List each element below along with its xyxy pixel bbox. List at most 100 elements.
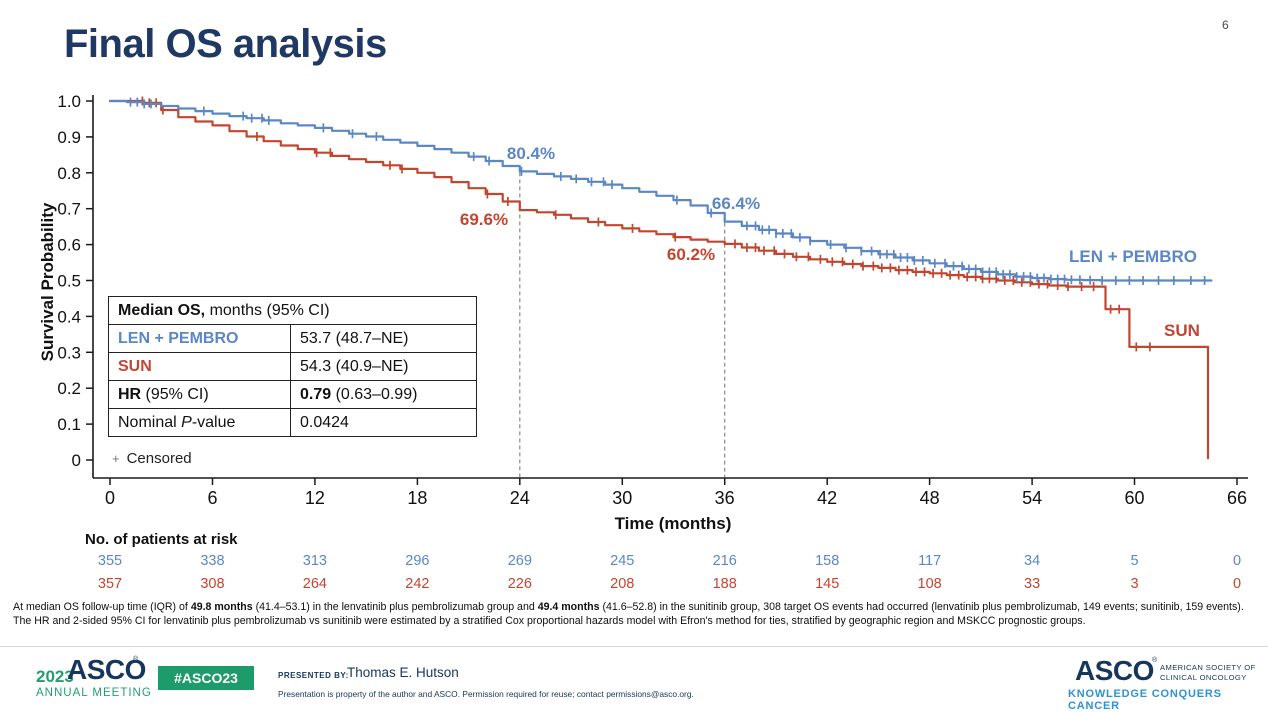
hr-value-bold: 0.79 — [300, 385, 332, 403]
meeting-logo-reg-mark: ® — [133, 656, 139, 663]
svg-text:60: 60 — [1124, 488, 1144, 508]
at-risk-value: 245 — [610, 553, 635, 569]
at-risk-value: 338 — [200, 553, 225, 569]
at-risk-value: 0 — [1232, 553, 1242, 569]
meeting-logo-year: 2023 — [36, 667, 74, 686]
footnote-part2: (41.4–53.1) in the lenvatinib plus pembr… — [252, 601, 538, 613]
svg-text:0.3: 0.3 — [57, 343, 81, 362]
svg-text:24: 24 — [510, 488, 530, 508]
x-axis-title: Time (months) — [614, 514, 732, 533]
sun-label: SUN — [108, 352, 291, 381]
svg-text:0: 0 — [72, 451, 81, 470]
at-risk-value: 242 — [405, 576, 430, 592]
asco-logo-sub1: AMERICAN SOCIETY OF — [1160, 663, 1256, 672]
censor-plus-icon: + — [112, 451, 120, 466]
at-risk-value: 5 — [1130, 553, 1139, 569]
at-risk-value: 3 — [1130, 576, 1139, 592]
table-row-hr: HR (95% CI) 0.79 (0.63–0.99) — [108, 380, 477, 409]
curve-annotation: SUN — [1164, 321, 1200, 340]
table-row-len-pembro: LEN + PEMBRO 53.7 (48.7–NE) — [108, 324, 477, 353]
at-risk-value: 216 — [712, 553, 737, 569]
censored-legend: + Censored — [112, 450, 192, 467]
svg-text:0.4: 0.4 — [57, 307, 81, 326]
at-risk-value: 226 — [507, 576, 532, 592]
hr-label-rest: (95% CI) — [141, 385, 209, 403]
at-risk-value: 308 — [200, 576, 225, 592]
at-risk-value: 208 — [610, 576, 635, 592]
at-risk-value: 108 — [917, 576, 942, 592]
pvalue-label-pre: Nominal — [118, 413, 182, 431]
svg-text:12: 12 — [305, 488, 325, 508]
svg-text:54: 54 — [1022, 488, 1042, 508]
footnote: At median OS follow-up time (IQR) of 49.… — [13, 601, 1259, 628]
footnote-bold1: 49.8 months — [190, 601, 253, 613]
at-risk-value: 357 — [97, 576, 123, 592]
at-risk-value: 296 — [405, 553, 430, 569]
svg-text:0.2: 0.2 — [57, 379, 81, 398]
table-header-row: Median OS, months (95% CI) — [108, 296, 477, 325]
svg-text:36: 36 — [715, 488, 735, 508]
svg-text:30: 30 — [612, 488, 632, 508]
censored-legend-label: Censored — [126, 450, 192, 467]
at-risk-value: 0 — [1232, 576, 1242, 592]
at-risk-value: 33 — [1024, 576, 1041, 592]
svg-text:66: 66 — [1227, 488, 1247, 508]
asco-logo-sub2: CLINICAL ONCOLOGY — [1160, 673, 1247, 682]
footnote-bold2: 49.4 months — [537, 601, 600, 613]
curve-annotation: 69.6% — [459, 210, 509, 229]
pvalue-label-p: P — [181, 413, 192, 431]
at-risk-value: 313 — [302, 553, 327, 569]
svg-text:0.7: 0.7 — [57, 200, 81, 219]
svg-text:1.0: 1.0 — [57, 92, 81, 111]
meeting-logo-asco: ASCO — [67, 654, 146, 685]
sun-median: 54.3 (40.9–NE) — [290, 352, 477, 381]
meeting-logo-subtitle: ANNUAL MEETING — [36, 687, 152, 699]
presenter-name: Thomas E. Hutson — [347, 665, 459, 680]
svg-text:0: 0 — [105, 488, 115, 508]
at-risk-value: 117 — [918, 553, 942, 569]
curve-annotation: 66.4% — [711, 194, 761, 213]
svg-text:0.5: 0.5 — [57, 272, 81, 291]
table-row-sun: SUN 54.3 (40.9–NE) — [108, 352, 477, 381]
at-risk-value: 145 — [815, 576, 840, 592]
asco-logo: ASCO — [1075, 655, 1154, 686]
svg-text:18: 18 — [407, 488, 427, 508]
footnote-part3: (41.6–52.8) in the sunitinib group, 308 … — [13, 601, 1244, 627]
hr-label-bold: HR — [118, 385, 142, 403]
table-header-bold: Median OS, — [118, 301, 206, 319]
len-pembro-label: LEN + PEMBRO — [108, 324, 291, 353]
asco-logo-reg-mark: ® — [1152, 657, 1158, 664]
median-os-table: Median OS, months (95% CI) LEN + PEMBRO … — [108, 296, 477, 437]
svg-text:0.8: 0.8 — [57, 164, 81, 183]
at-risk-value: 34 — [1024, 553, 1041, 569]
footnote-part1: At median OS follow-up time (IQR) of — [13, 601, 191, 613]
len-pembro-median: 53.7 (48.7–NE) — [290, 324, 477, 353]
pvalue-label-post: -value — [191, 413, 236, 431]
table-row-pvalue: Nominal P-value 0.0424 — [108, 408, 477, 437]
svg-text:6: 6 — [207, 488, 217, 508]
at-risk-value: 355 — [97, 553, 123, 569]
asco-logo-tagline: KNOWLEDGE CONQUERS CANCER — [1068, 688, 1222, 712]
svg-text:42: 42 — [817, 488, 837, 508]
page-number: 6 — [1222, 18, 1229, 32]
hr-value-rest: (0.63–0.99) — [331, 385, 418, 403]
curve-annotation: LEN + PEMBRO — [1069, 247, 1197, 266]
svg-text:0.1: 0.1 — [57, 415, 81, 434]
at-risk-value: 158 — [815, 553, 840, 569]
footer-divider — [0, 646, 1268, 647]
disclaimer-text: Presentation is property of the author a… — [278, 689, 694, 699]
presented-by-label: PRESENTED BY: — [278, 671, 349, 680]
table-header-rest: months (95% CI) — [205, 301, 330, 319]
at-risk-value: 264 — [302, 576, 327, 592]
at-risk-label: No. of patients at risk — [85, 531, 238, 548]
pvalue-value: 0.0424 — [290, 408, 477, 437]
at-risk-value: 269 — [507, 553, 532, 569]
page-title: Final OS analysis — [64, 22, 387, 66]
at-risk-value: 188 — [712, 576, 737, 592]
curve-annotation: 80.4% — [506, 144, 556, 163]
svg-text:0.9: 0.9 — [57, 128, 81, 147]
svg-text:0.6: 0.6 — [57, 236, 81, 255]
curve-annotation: 60.2% — [666, 245, 716, 264]
